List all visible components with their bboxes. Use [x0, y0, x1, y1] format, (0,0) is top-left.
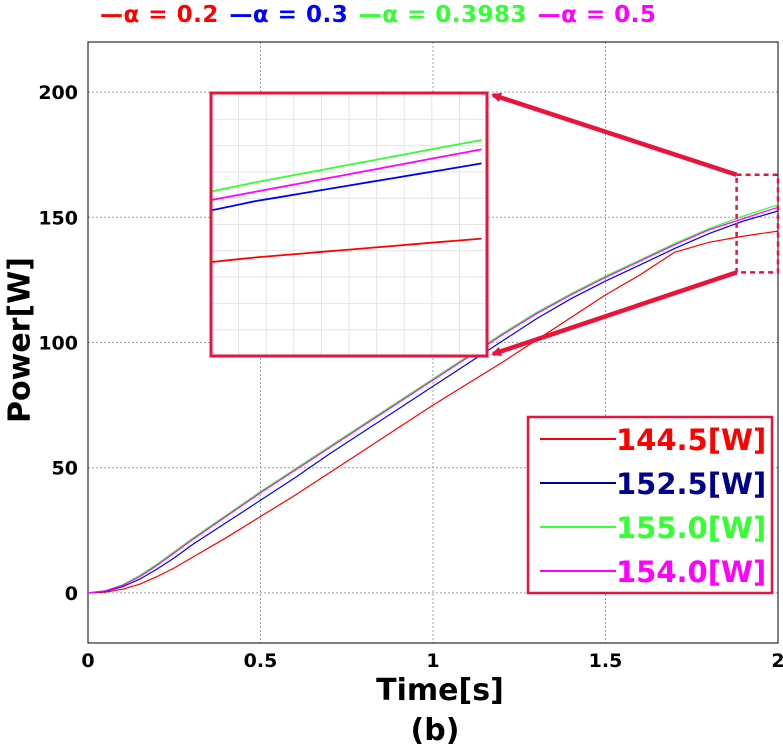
y-tick-label: 50	[52, 458, 78, 480]
x-tick-label: 0	[81, 650, 94, 672]
final-value-label: 152.5[W]	[616, 467, 766, 501]
x-axis-label: Time[s]	[376, 673, 504, 708]
inset-series-line	[211, 237, 482, 263]
zoom-region-box	[735, 173, 780, 274]
legend-entry-alpha-0-5: —α = 0.5	[537, 2, 657, 28]
legend-label: α = 0.2	[123, 2, 219, 28]
y-tick-label: 0	[65, 583, 78, 605]
x-tick-label: 1.5	[589, 650, 623, 672]
inset-series-line	[211, 139, 482, 193]
legend-entry-alpha-0-3: —α = 0.3	[229, 2, 349, 28]
inset-series-line	[211, 162, 482, 212]
series-line	[87, 210, 779, 594]
x-tick-label: 0.5	[244, 650, 278, 672]
legend-label: α = 0.3	[252, 2, 349, 28]
legend-label: α = 0.5	[561, 2, 657, 28]
final-value-label: 154.0[W]	[616, 555, 766, 589]
axes-frame	[87, 41, 779, 644]
series-line	[87, 204, 779, 594]
inset-series-line	[211, 148, 482, 201]
legend-entry-alpha-0-3983: —α = 0.3983	[358, 2, 528, 28]
legend-label: α = 0.3983	[382, 2, 528, 28]
inset-frame	[209, 91, 489, 358]
series-line	[87, 206, 779, 594]
zoom-arrow-bottom	[491, 270, 738, 357]
x-tick-label: 2	[771, 650, 783, 672]
y-tick-label: 200	[38, 82, 78, 104]
series-line	[87, 230, 779, 594]
legend-entry-alpha-0-2: —α = 0.2	[100, 2, 219, 28]
zoom-arrow-top	[491, 92, 738, 177]
y-tick-label: 150	[38, 207, 78, 229]
y-tick-label: 100	[38, 333, 78, 355]
final-value-label: 144.5[W]	[616, 423, 766, 457]
top-legend: —α = 0.2 —α = 0.3 —α = 0.3983 —α = 0.5	[100, 2, 658, 34]
inset-plot	[211, 93, 487, 356]
figure-caption: (b)	[410, 713, 460, 748]
final-value-label: 155.0[W]	[616, 511, 766, 545]
final-value-legend	[526, 415, 774, 595]
y-axis-label: Power[W]	[2, 257, 38, 423]
x-tick-label: 1	[426, 650, 439, 672]
